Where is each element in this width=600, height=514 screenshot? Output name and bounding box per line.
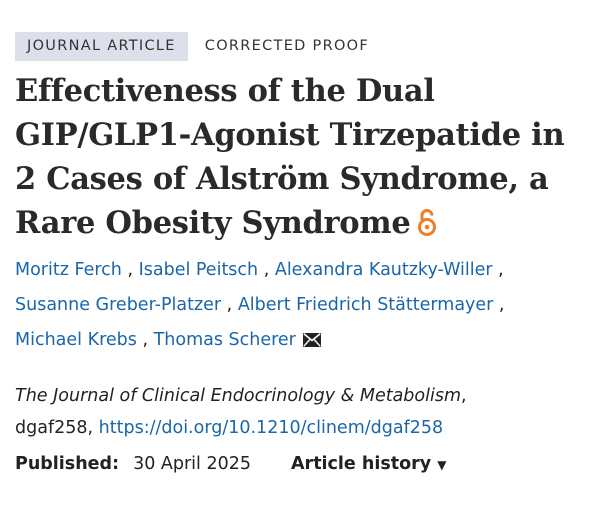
caret-down-icon: ▼ <box>437 458 447 472</box>
author-separator: , <box>258 260 275 280</box>
article-id: dgaf258, <box>15 418 94 438</box>
author-separator: , <box>221 295 238 315</box>
journal-comma: , <box>461 386 467 406</box>
open-access-lock-icon <box>416 205 438 249</box>
article-history-toggle[interactable]: Article history ▼ <box>291 448 446 481</box>
author-link[interactable]: Michael Krebs <box>15 330 137 350</box>
author-separator: , <box>492 260 504 280</box>
author-separator: , <box>121 260 139 280</box>
author-link[interactable]: Albert Friedrich Stättermayer <box>237 295 494 315</box>
author-separator: , <box>493 295 505 315</box>
publication-meta: Published: 30 April 2025 Article history… <box>15 448 587 481</box>
author-link[interactable]: Isabel Peitsch <box>138 260 259 280</box>
article-title-text: Effectiveness of the Dual GIP/GLP1-Agoni… <box>15 73 565 241</box>
author-link[interactable]: Susanne Greber-Platzer <box>15 295 222 315</box>
article-header: JOURNAL ARTICLE CORRECTED PROOF Effectiv… <box>15 32 587 481</box>
envelope-icon[interactable] <box>302 325 321 360</box>
article-history-label: Article history <box>291 454 432 474</box>
author-list: Moritz Ferch , Isabel Peitsch , Alexandr… <box>15 253 587 360</box>
article-status-label: CORRECTED PROOF <box>204 38 370 54</box>
author-link[interactable]: Thomas Scherer <box>153 330 296 350</box>
author-separator: , <box>136 330 154 350</box>
article-type-badge: JOURNAL ARTICLE <box>15 32 188 61</box>
author-link[interactable]: Moritz Ferch <box>15 260 122 280</box>
citation-block: The Journal of Clinical Endocrinology & … <box>15 380 587 444</box>
published-date: 30 April 2025 <box>133 454 252 474</box>
author-link[interactable]: Alexandra Kautzky-Willer <box>274 260 493 280</box>
journal-title: The Journal of Clinical Endocrinology & … <box>15 386 462 406</box>
doi-link[interactable]: https://doi.org/10.1210/clinem/dgaf258 <box>98 418 444 438</box>
article-title: Effectiveness of the Dual GIP/GLP1-Agoni… <box>15 69 587 249</box>
published-label: Published: <box>15 454 120 474</box>
badge-row: JOURNAL ARTICLE CORRECTED PROOF <box>15 32 587 61</box>
